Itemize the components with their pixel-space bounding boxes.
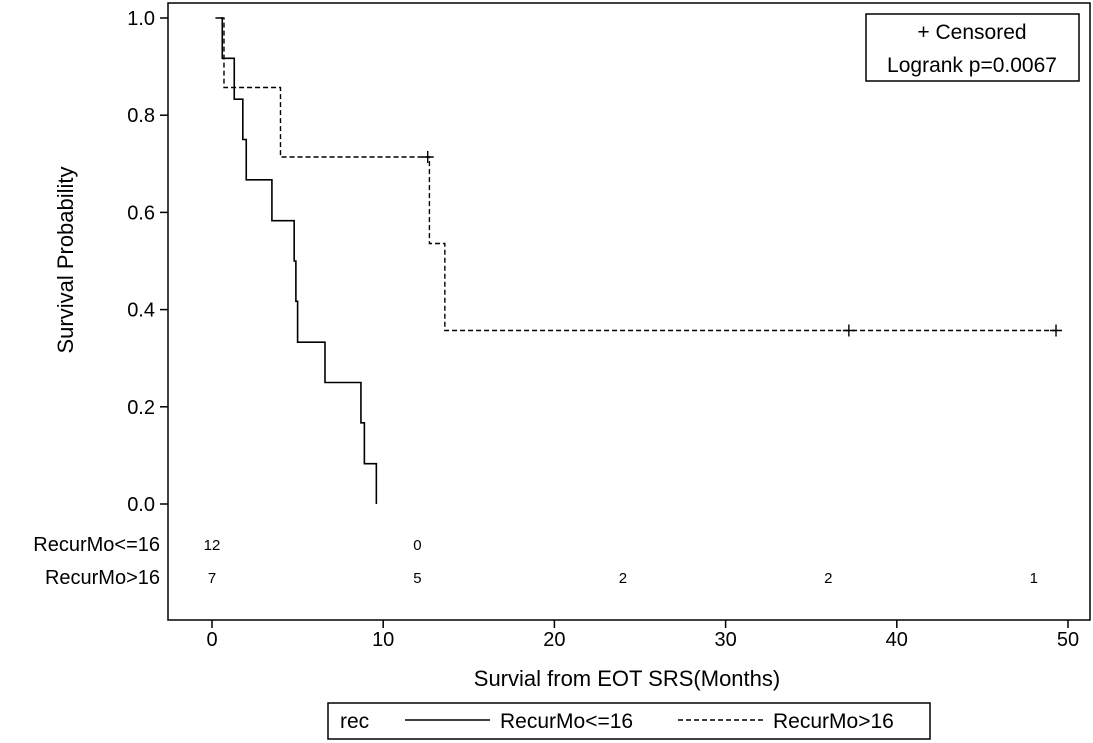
at-risk-table: RecurMo<=16 12 0 RecurMo>16 7 5 2 2 1 — [33, 534, 1038, 589]
x-tick-label: 20 — [543, 629, 565, 651]
censor-mark — [1050, 324, 1063, 337]
at-risk-count: 2 — [619, 570, 627, 587]
x-tick-label: 50 — [1057, 629, 1079, 651]
at-risk-row-label: RecurMo<=16 — [33, 534, 160, 556]
logrank-note: Logrank p=0.0067 — [887, 54, 1057, 77]
y-tick-label: 0.8 — [127, 105, 155, 127]
y-tick-label: 0.0 — [127, 494, 155, 516]
series-line-recurmo-gt-16 — [220, 17, 1057, 332]
x-tick-label: 30 — [714, 629, 736, 651]
y-axis-title: Survival Probability — [53, 166, 78, 353]
at-risk-count: 1 — [1030, 570, 1038, 587]
x-tick-label: 10 — [372, 629, 394, 651]
at-risk-count: 7 — [208, 570, 216, 587]
y-tick-label: 0.6 — [127, 202, 155, 224]
legend: rec RecurMo<=16 RecurMo>16 — [327, 702, 931, 740]
censor-mark — [421, 150, 434, 163]
survival-curves — [215, 17, 1057, 504]
y-tick-label: 1.0 — [127, 8, 155, 30]
y-tick-label: 0.4 — [127, 300, 155, 322]
y-tick-label: 0.2 — [127, 397, 155, 419]
x-tick-label: 40 — [886, 629, 908, 651]
y-axis: 0.0 0.2 0.4 0.6 0.8 1.0 — [127, 8, 168, 516]
at-risk-row-label: RecurMo>16 — [45, 567, 160, 589]
x-axis-title: Survial from EOT SRS(Months) — [474, 666, 780, 691]
x-axis: 0 10 20 30 40 50 — [206, 620, 1079, 651]
legend-frame — [327, 702, 931, 740]
at-risk-count: 0 — [413, 537, 421, 554]
inset-box: + Censored Logrank p=0.0067 — [865, 13, 1080, 82]
censored-note: + Censored — [917, 21, 1026, 44]
censor-mark — [842, 324, 855, 337]
plot-frame — [167, 2, 1091, 621]
at-risk-count: 5 — [413, 570, 421, 587]
at-risk-count: 2 — [824, 570, 832, 587]
at-risk-count: 12 — [204, 537, 221, 554]
legend-title: rec — [340, 710, 369, 733]
legend-entry-recurmo-le-16: RecurMo<=16 — [500, 710, 633, 733]
x-tick-label: 0 — [206, 629, 217, 651]
series-line-recurmo-le-16 — [215, 17, 378, 504]
legend-entry-recurmo-gt-16: RecurMo>16 — [773, 710, 894, 733]
censor-marks — [421, 150, 1063, 337]
inset-frame — [865, 13, 1080, 82]
